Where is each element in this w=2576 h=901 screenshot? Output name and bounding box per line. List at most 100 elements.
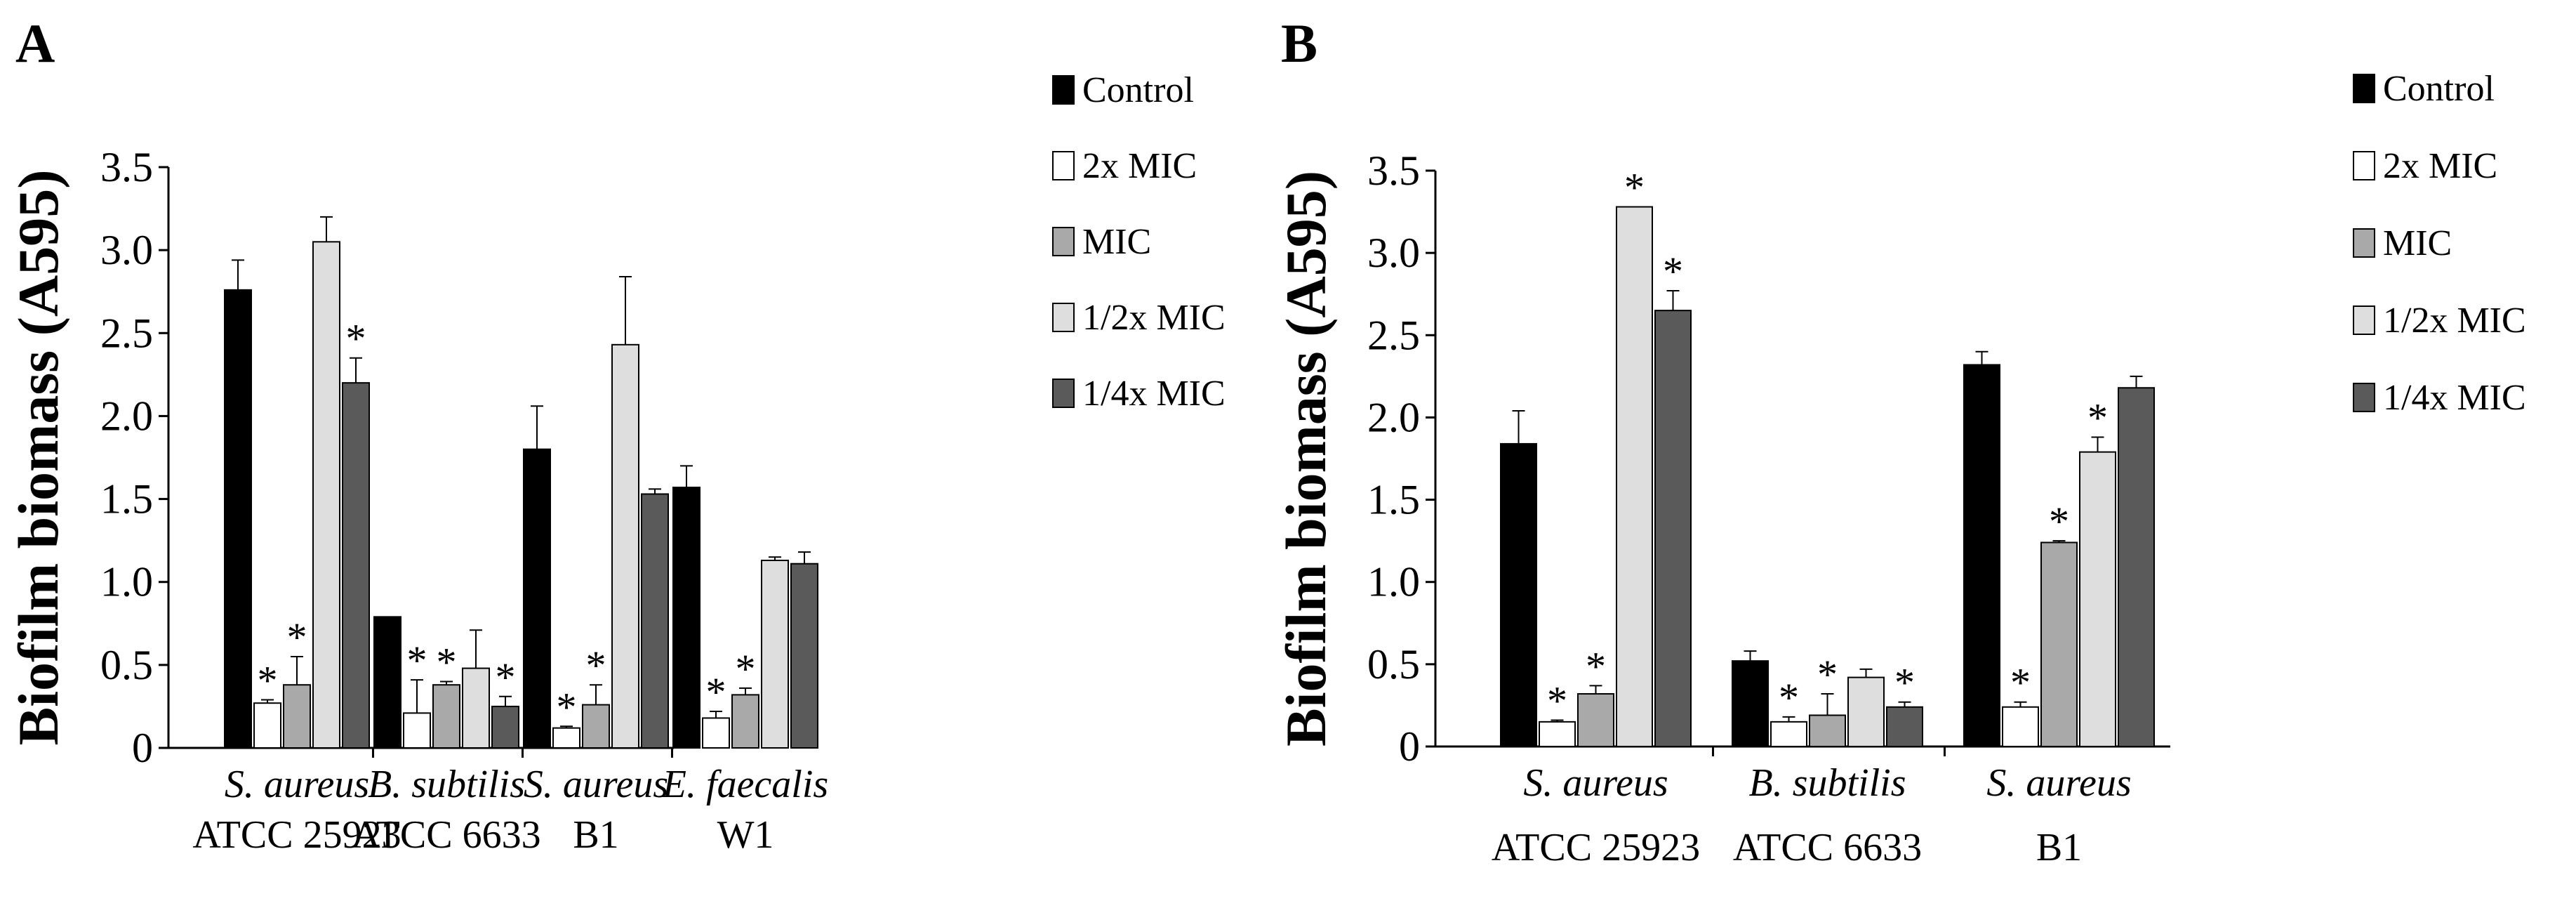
legend-label: 2x MIC: [2383, 146, 2497, 186]
bar: [403, 712, 431, 749]
legend-label: Control: [2383, 69, 2495, 109]
bar: [312, 241, 340, 749]
x-tick-label-strain: ATCC 25923: [1492, 826, 1700, 869]
x-tick-label-strain: ATCC 25923: [192, 813, 401, 857]
bar: [641, 493, 669, 749]
legend: Control 2x MIC MIC 1/2x MIC 1/4x MIC: [1052, 70, 1226, 414]
significance-marker: *: [736, 646, 756, 692]
significance-marker: *: [2010, 660, 2031, 706]
significance-marker: *: [1586, 643, 1606, 689]
x-tick-label-species: B. subtilis: [368, 763, 525, 806]
bar: [552, 727, 580, 749]
legend-label: 1/4x MIC: [1082, 374, 1226, 414]
chart-panel-b: B Biofilm biomass (A595) 0 0.5 1.0 1.5 2.0 2.5 3…: [1274, 13, 2526, 869]
y-tick-label: 3.5: [1367, 147, 1420, 194]
y-tick-label: 0.5: [1367, 641, 1420, 688]
y-tick-label: 1.0: [100, 559, 153, 605]
significance-marker: *: [1624, 165, 1645, 211]
legend-swatch: [2353, 305, 2375, 335]
bar: [523, 448, 551, 749]
x-tick-label-species: B. subtilis: [1748, 761, 1906, 805]
bar: [283, 684, 311, 749]
bar: [1616, 206, 1653, 747]
y-tick-label: 2.5: [1367, 312, 1420, 358]
y-tick-label: 3.5: [100, 144, 153, 190]
bar: [611, 343, 639, 749]
legend-label: 2x MIC: [1082, 146, 1197, 186]
bar: [2079, 451, 2116, 748]
x-tick-label-strain: W1: [717, 813, 774, 857]
legend-swatch: [2353, 151, 2375, 180]
significance-marker: *: [346, 316, 366, 362]
bar: [702, 717, 730, 749]
bar: [2118, 387, 2155, 747]
y-axis-label: Biofilm biomass (A595): [1274, 171, 1338, 747]
y-tick-label: 2.5: [100, 310, 153, 356]
bar: [432, 684, 460, 749]
y-tick-label: 1.5: [100, 476, 153, 522]
panel-letter: B: [1281, 13, 1317, 74]
chart-panel-a: A Biofilm biomass (A595) 0 0.5 1.0 1.5 2.0 2.5 3…: [6, 13, 1226, 857]
bar: [342, 382, 370, 749]
legend-swatch: [2353, 74, 2375, 103]
significance-marker: *: [407, 638, 427, 683]
y-tick-label: 2.0: [1367, 394, 1420, 440]
significance-marker: *: [2087, 395, 2108, 441]
x-tick-label-strain: B1: [573, 813, 618, 857]
significance-marker: *: [706, 669, 726, 715]
y-tick-label: 0: [1399, 723, 1420, 770]
significance-marker: *: [2049, 499, 2069, 544]
bar: [224, 289, 252, 749]
bar: [2040, 541, 2078, 747]
bar: [582, 704, 610, 749]
y-tick-label: 3.0: [100, 227, 153, 273]
x-tick-label-species: E. faecalis: [662, 763, 828, 806]
bar: [253, 702, 281, 749]
bar: [1539, 721, 1576, 748]
legend-label: Control: [1082, 70, 1194, 110]
significance-marker: *: [1779, 675, 1799, 721]
bar: [2002, 706, 2039, 747]
significance-marker: *: [437, 639, 457, 685]
y-tick-label: 0.5: [100, 642, 153, 688]
significance-marker: *: [1663, 249, 1683, 294]
bar: [373, 616, 401, 749]
bar: [1809, 714, 1846, 748]
x-tick-label-species: S. aureus: [1523, 761, 1668, 805]
legend-label: 1/2x MIC: [1082, 298, 1226, 338]
significance-marker: *: [586, 643, 606, 688]
bar: [1770, 721, 1807, 748]
x-tick-label-species: S. aureus: [225, 763, 369, 806]
x-tick-label-strain: ATCC 6633: [352, 813, 540, 857]
significance-marker: *: [557, 684, 577, 730]
significance-marker: *: [1894, 660, 1915, 706]
bar: [1732, 660, 1769, 748]
y-tick-label: 0: [132, 725, 153, 771]
bar: [790, 563, 818, 749]
significance-marker: *: [496, 655, 516, 700]
x-tick-label-strain: B1: [2036, 826, 2082, 869]
bar: [761, 559, 789, 749]
bar: [1577, 693, 1614, 747]
bar: [731, 694, 759, 749]
y-tick-label: 3.0: [1367, 230, 1420, 276]
legend-swatch: [1052, 151, 1075, 180]
bar: [1654, 310, 1692, 747]
significance-marker: *: [287, 614, 307, 660]
significance-marker: *: [1547, 678, 1567, 724]
legend-swatch: [1052, 303, 1075, 332]
y-axis-label: Biofilm biomass (A595): [6, 170, 70, 746]
bar: [1963, 364, 2000, 747]
legend-swatch: [2353, 383, 2375, 412]
bar: [1886, 706, 1923, 747]
x-tick-label-species: S. aureus: [524, 763, 668, 806]
bar: [672, 487, 701, 749]
y-tick-label: 2.0: [100, 393, 153, 439]
legend-swatch: [2353, 228, 2375, 258]
y-tick-label: 1.0: [1367, 559, 1420, 605]
bar: [1847, 676, 1885, 747]
legend-swatch: [1052, 227, 1075, 256]
legend: Control 2x MIC MIC 1/2x MIC 1/4x MIC: [2353, 69, 2526, 418]
legend-label: 1/2x MIC: [2383, 301, 2526, 341]
